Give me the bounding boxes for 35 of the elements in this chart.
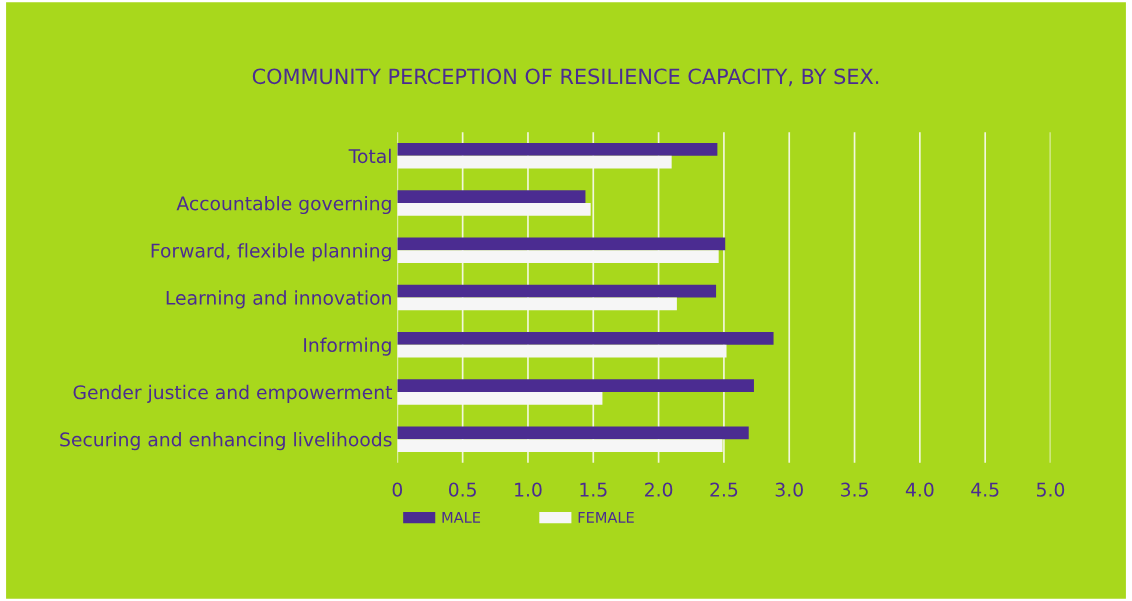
bar bbox=[397, 143, 718, 156]
bar bbox=[397, 237, 726, 251]
y-tick-label: Gender justice and empowerment bbox=[73, 384, 393, 403]
x-tick-label: 3.5 bbox=[841, 482, 868, 497]
x-tick-label: 2.0 bbox=[645, 482, 673, 497]
x-tick-label: 1.5 bbox=[580, 482, 607, 497]
x-tick-label: 0.5 bbox=[448, 482, 476, 497]
legend-label: MALE bbox=[442, 512, 481, 523]
y-tick-label: Informing bbox=[304, 337, 391, 356]
x-tick-label: 1.0 bbox=[515, 482, 542, 497]
bar bbox=[397, 190, 586, 204]
bar bbox=[397, 426, 749, 440]
bar bbox=[397, 344, 727, 358]
bar bbox=[397, 284, 717, 298]
bar bbox=[397, 250, 719, 264]
x-tick-label: 2.5 bbox=[710, 482, 738, 497]
x-tick-label: 4.0 bbox=[905, 482, 934, 497]
y-tick-label: Learning and innovation bbox=[166, 290, 391, 309]
y-tick-label: Forward, flexible planning bbox=[151, 243, 391, 262]
chart-title: COMMUNITY PERCEPTION OF RESILIENCE CAPACITY, BY SEX. bbox=[252, 68, 879, 87]
x-tick-label: 4.5 bbox=[971, 482, 999, 497]
x-tick-label: 0 bbox=[392, 482, 403, 497]
x-tick-label: 5.0 bbox=[1037, 482, 1065, 497]
bar bbox=[397, 155, 672, 169]
bar bbox=[397, 391, 603, 405]
y-tick-label: Securing and enhancing livelihoods bbox=[60, 432, 392, 451]
legend-label: FEMALE bbox=[578, 512, 634, 523]
y-tick-label: Total bbox=[348, 148, 391, 164]
bar bbox=[397, 297, 677, 311]
bar bbox=[397, 331, 774, 345]
bar bbox=[397, 203, 591, 216]
bar bbox=[397, 439, 723, 452]
bar bbox=[397, 379, 754, 392]
x-tick-label: 3.0 bbox=[775, 482, 803, 497]
y-tick-label: Accountable governing bbox=[176, 195, 391, 215]
